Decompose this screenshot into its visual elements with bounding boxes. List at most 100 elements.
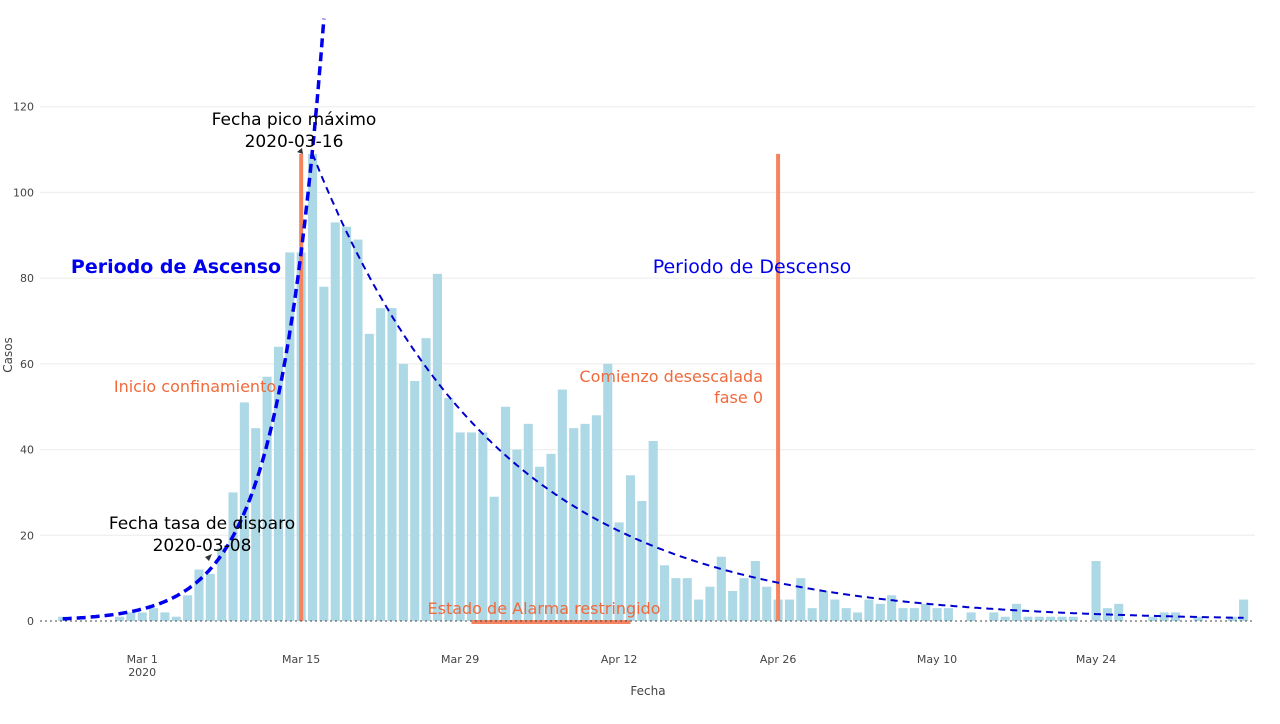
- bar: [501, 406, 511, 621]
- bar: [432, 273, 442, 621]
- bar: [319, 286, 329, 621]
- annotation-peak-line1: Fecha pico máximo: [212, 110, 377, 130]
- bar: [1000, 616, 1010, 621]
- annotation-peak: Fecha pico máximo 2020-03-16: [212, 110, 377, 152]
- bar: [898, 608, 908, 621]
- y-tick-label: 100: [13, 186, 34, 199]
- bar: [1193, 616, 1203, 621]
- bar: [875, 603, 885, 621]
- bar: [625, 475, 636, 621]
- bar: [1227, 616, 1237, 621]
- bar: [1148, 616, 1158, 621]
- bar: [659, 565, 670, 621]
- bar: [864, 599, 874, 621]
- bar: [671, 578, 681, 621]
- fit-curve-ascenso: [62, 18, 326, 621]
- bar: [160, 612, 170, 621]
- annotation-descent: Periodo de Descenso: [653, 256, 852, 278]
- x-tick-label: Mar 29: [441, 653, 479, 666]
- bar: [762, 586, 772, 621]
- x-tick-label: Mar 1: [127, 653, 158, 666]
- bar: [784, 599, 794, 621]
- bar: [114, 616, 125, 621]
- bar: [841, 608, 851, 621]
- bar: [523, 423, 533, 621]
- bar: [466, 432, 477, 621]
- x-tick-label: Apr 26: [760, 653, 797, 666]
- bar: [478, 432, 488, 621]
- annotation-deescalation: Comienzo desescalada fase 0: [579, 367, 763, 407]
- bar: [1068, 616, 1078, 621]
- bar: [217, 548, 227, 621]
- bar: [569, 428, 579, 621]
- annotation-ascent: Periodo de Ascenso: [71, 256, 281, 278]
- bar: [410, 381, 420, 621]
- x-axis-title: Fecha: [630, 684, 665, 698]
- bar: [126, 612, 136, 621]
- bar: [943, 608, 953, 621]
- bar: [591, 415, 601, 621]
- bar: [1091, 561, 1101, 621]
- annotation-trigger-line1: Fecha tasa de disparo: [109, 514, 295, 534]
- bar: [137, 612, 147, 621]
- reference-lines: [299, 153, 781, 624]
- bar: [489, 496, 499, 621]
- bar: [637, 501, 647, 621]
- annotation-deescalation-line1: Comienzo desescalada: [579, 367, 763, 386]
- bar: [739, 578, 749, 621]
- annotation-alarm: Estado de Alarma restringido: [428, 599, 661, 618]
- bar: [546, 453, 556, 621]
- bar: [716, 556, 726, 621]
- x-tick-label: Apr 12: [601, 653, 638, 666]
- x-tick-label: May 10: [917, 653, 957, 666]
- fit-curve-descenso: [311, 153, 1244, 619]
- annotation-trigger-line2: 2020-03-08: [153, 536, 252, 556]
- annotation-trigger: Fecha tasa de disparo 2020-03-08: [109, 514, 295, 556]
- bar: [887, 595, 897, 621]
- bar: [728, 591, 738, 621]
- bars: [58, 153, 1249, 622]
- y-tick-label: 40: [20, 444, 34, 457]
- bar: [262, 376, 272, 621]
- bar: [183, 595, 193, 621]
- bar: [705, 586, 715, 621]
- y-tick-label: 20: [20, 529, 34, 542]
- annotation-trigger-arrow: [205, 554, 212, 561]
- bar: [807, 608, 817, 621]
- bar: [285, 252, 295, 621]
- bar: [1046, 616, 1056, 621]
- bar: [648, 441, 658, 621]
- bar: [603, 363, 613, 621]
- annotation-deescalation-line2: fase 0: [714, 388, 763, 407]
- bar: [932, 608, 942, 621]
- bar: [966, 612, 976, 621]
- bar: [830, 599, 840, 621]
- bar: [1170, 612, 1181, 621]
- bar: [580, 423, 590, 621]
- bar: [353, 239, 363, 622]
- x-tick-label: Mar 15: [282, 653, 320, 666]
- bar: [909, 608, 919, 621]
- bar: [228, 492, 238, 621]
- y-tick-label: 0: [27, 615, 34, 628]
- y-axis-title: Casos: [1, 337, 15, 373]
- bar: [512, 449, 522, 621]
- bar: [171, 616, 181, 621]
- annotation-peak-line2: 2020-03-16: [245, 132, 344, 152]
- bar: [205, 573, 215, 621]
- bar: [694, 599, 704, 621]
- annotation-peak-arrow: [297, 148, 303, 154]
- annotation-lockdown: Inicio confinamiento: [114, 377, 276, 396]
- fit-curves: [62, 18, 1244, 621]
- bar: [853, 612, 863, 621]
- bar: [342, 226, 352, 621]
- bar: [1159, 612, 1169, 621]
- bar: [1239, 599, 1249, 621]
- y-tick-label: 60: [20, 358, 34, 371]
- bar: [557, 389, 567, 621]
- bar: [1034, 616, 1044, 621]
- bar: [376, 308, 386, 621]
- bar: [989, 612, 999, 621]
- bar: [330, 222, 340, 621]
